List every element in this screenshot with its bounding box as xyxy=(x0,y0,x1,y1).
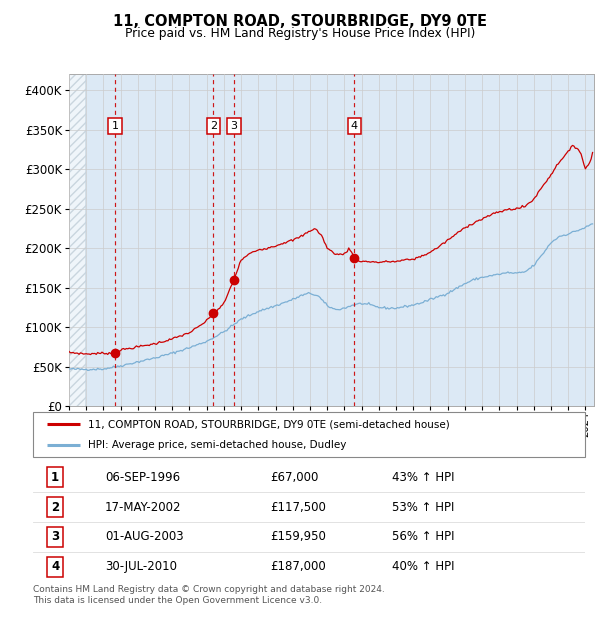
Text: 40% ↑ HPI: 40% ↑ HPI xyxy=(392,560,454,573)
Text: Price paid vs. HM Land Registry's House Price Index (HPI): Price paid vs. HM Land Registry's House … xyxy=(125,27,475,40)
FancyBboxPatch shape xyxy=(33,412,585,457)
Text: 17-MAY-2002: 17-MAY-2002 xyxy=(105,501,181,513)
Text: 3: 3 xyxy=(230,121,238,131)
Text: £117,500: £117,500 xyxy=(271,501,326,513)
Text: £187,000: £187,000 xyxy=(271,560,326,573)
Text: 06-SEP-1996: 06-SEP-1996 xyxy=(105,471,180,484)
Bar xyxy=(69,74,85,406)
Text: 30-JUL-2010: 30-JUL-2010 xyxy=(105,560,177,573)
Text: 1: 1 xyxy=(112,121,118,131)
Text: £159,950: £159,950 xyxy=(271,531,326,543)
Text: 53% ↑ HPI: 53% ↑ HPI xyxy=(392,501,454,513)
Text: HPI: Average price, semi-detached house, Dudley: HPI: Average price, semi-detached house,… xyxy=(88,440,347,450)
Text: 2: 2 xyxy=(209,121,217,131)
Text: 3: 3 xyxy=(51,531,59,543)
Text: 11, COMPTON ROAD, STOURBRIDGE, DY9 0TE: 11, COMPTON ROAD, STOURBRIDGE, DY9 0TE xyxy=(113,14,487,29)
Text: £67,000: £67,000 xyxy=(271,471,319,484)
Text: 4: 4 xyxy=(351,121,358,131)
Text: 11, COMPTON ROAD, STOURBRIDGE, DY9 0TE (semi-detached house): 11, COMPTON ROAD, STOURBRIDGE, DY9 0TE (… xyxy=(88,419,450,430)
Text: Contains HM Land Registry data © Crown copyright and database right 2024.
This d: Contains HM Land Registry data © Crown c… xyxy=(33,585,385,604)
Text: 01-AUG-2003: 01-AUG-2003 xyxy=(105,531,184,543)
Text: 1: 1 xyxy=(51,471,59,484)
Text: 56% ↑ HPI: 56% ↑ HPI xyxy=(392,531,454,543)
Text: 2: 2 xyxy=(51,501,59,513)
Text: 4: 4 xyxy=(51,560,59,573)
Text: 43% ↑ HPI: 43% ↑ HPI xyxy=(392,471,454,484)
